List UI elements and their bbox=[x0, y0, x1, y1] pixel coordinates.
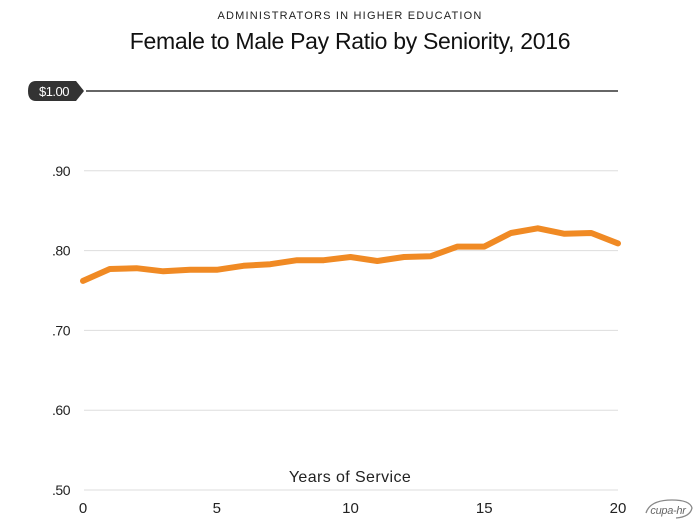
x-tick-label: 5 bbox=[213, 500, 221, 517]
parity-badge: $1.00 bbox=[28, 81, 84, 101]
series-group bbox=[80, 225, 621, 284]
y-tick-label: .80 bbox=[52, 243, 71, 259]
x-axis-ticks: 0 5 10 15 20 bbox=[79, 500, 627, 517]
series-line bbox=[80, 225, 621, 284]
y-tick-label: .60 bbox=[52, 402, 71, 418]
logo-swoosh bbox=[645, 499, 693, 519]
y-tick-label: .90 bbox=[52, 163, 71, 179]
logo-text: cupa-hr bbox=[650, 505, 687, 517]
gridlines bbox=[84, 90, 618, 491]
y-tick-label: $1.00 bbox=[39, 84, 69, 99]
x-axis-label: Years of Service bbox=[289, 469, 411, 486]
y-tick-label: .70 bbox=[52, 322, 71, 338]
cupa-hr-logo: cupa-hr bbox=[645, 499, 693, 519]
x-tick-label: 20 bbox=[610, 500, 627, 517]
x-tick-label: 10 bbox=[342, 500, 359, 517]
badge-shape bbox=[28, 81, 84, 101]
chart-subtitle: ADMINISTRATORS IN HIGHER EDUCATION bbox=[217, 10, 483, 22]
y-tick-label: .50 bbox=[52, 482, 71, 498]
x-tick-label: 0 bbox=[79, 500, 87, 517]
chart-title: Female to Male Pay Ratio by Seniority, 2… bbox=[129, 28, 571, 54]
x-tick-label: 15 bbox=[476, 500, 493, 517]
y-axis-ticks: .50 .60 .70 .80 .90 $1.00 bbox=[28, 81, 84, 498]
